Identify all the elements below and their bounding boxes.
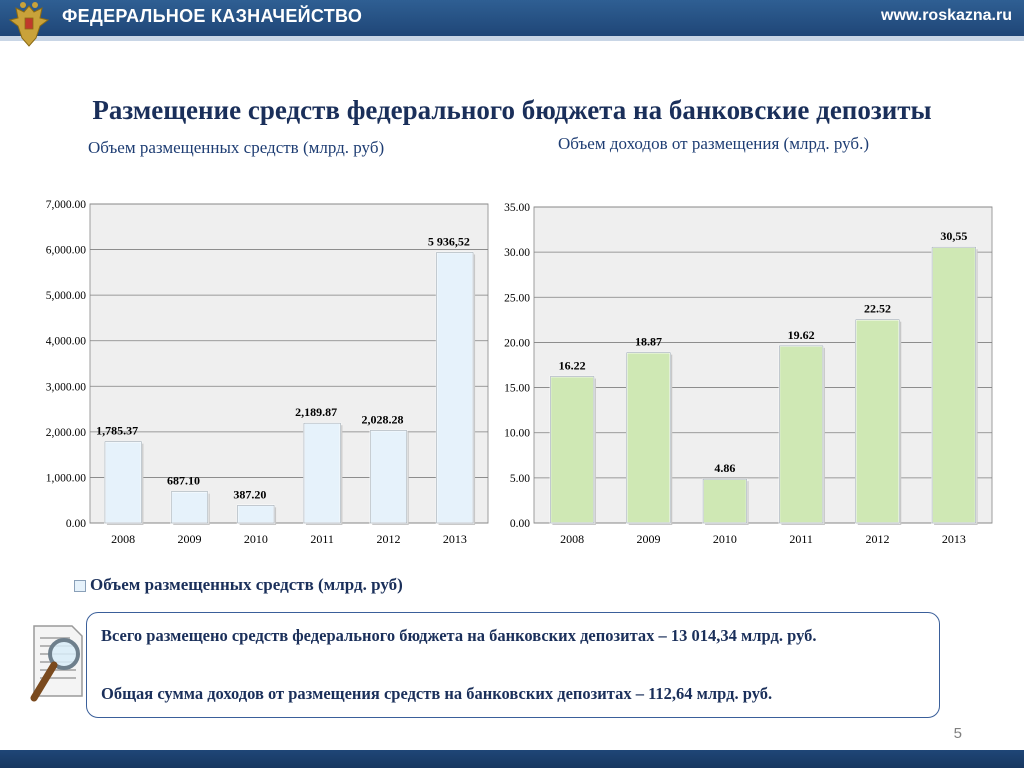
right-chart-data-label: 30,55 bbox=[940, 229, 967, 243]
right-chart-subtitle: Объем доходов от размещения (млрд. руб.) bbox=[558, 134, 869, 153]
right-chart-data-label: 19.62 bbox=[788, 328, 815, 342]
left-chart-ytick-label: 6,000.00 bbox=[46, 245, 87, 257]
left-chart-xtick-label: 2011 bbox=[310, 532, 334, 546]
left-chart-bar-outline bbox=[170, 491, 209, 524]
right-chart-data-label: 4.86 bbox=[714, 461, 735, 475]
left-chart-bar-outline bbox=[104, 441, 142, 524]
right-chart-bar-outline bbox=[931, 246, 976, 524]
right-chart-bar-outline bbox=[779, 345, 824, 524]
right-chart-bar bbox=[778, 345, 824, 524]
header-bar bbox=[0, 0, 1024, 36]
right-chart-ytick-label: 25.00 bbox=[504, 292, 530, 304]
left-chart-data-label: 5 936,52 bbox=[428, 234, 470, 248]
summary-box: Всего размещено средств федерального бюд… bbox=[86, 612, 940, 718]
left-chart-ytick-label: 7,000.00 bbox=[46, 199, 87, 211]
placed-funds-chart: 0.00 1,000.00 2,000.00 3,000.00 4,000.00 5,00… bbox=[46, 199, 489, 546]
left-chart-xtick-label: 2010 bbox=[244, 532, 268, 546]
right-chart-xtick-label: 2009 bbox=[637, 532, 661, 546]
chart-legend: Объем размещенных средств (млрд. руб) bbox=[74, 575, 403, 595]
deposit-income-chart: 0.00 5.00 10.00 15.00 20.00 25.00 30.00 35.00 16… bbox=[504, 202, 993, 546]
left-chart-bar-outline bbox=[436, 252, 474, 524]
right-chart-bar-outline bbox=[550, 376, 595, 524]
brand-name: ФЕДЕРАЛЬНОЕ КАЗНАЧЕЙСТВО bbox=[62, 6, 363, 26]
left-chart-ytick-label: 2,000.00 bbox=[46, 427, 87, 439]
left-chart-bar-outline bbox=[303, 422, 341, 524]
right-chart-xtick-label: 2010 bbox=[713, 532, 737, 546]
left-chart-ytick-label: 0.00 bbox=[66, 518, 86, 530]
left-chart-data-label: 1,785.37 bbox=[96, 424, 138, 438]
right-chart-bar-outline bbox=[626, 352, 671, 524]
summary-total-income: Общая сумма доходов от размещения средст… bbox=[101, 684, 773, 703]
right-chart-bar bbox=[549, 375, 595, 524]
right-chart-ytick-label: 10.00 bbox=[504, 428, 530, 440]
right-chart-ytick-label: 35.00 bbox=[504, 202, 530, 214]
header-stripe bbox=[0, 36, 1024, 41]
right-chart-xtick-label: 2012 bbox=[866, 532, 890, 546]
legend-swatch bbox=[74, 580, 86, 593]
left-chart-bar bbox=[303, 422, 342, 524]
right-chart-bar bbox=[625, 351, 672, 524]
left-chart-data-label: 2,189.87 bbox=[295, 405, 337, 419]
right-chart-ytick-label: 15.00 bbox=[504, 383, 530, 395]
right-chart-bar bbox=[702, 478, 748, 524]
right-chart-xtick-label: 2008 bbox=[560, 532, 584, 546]
right-chart-bar bbox=[931, 246, 977, 524]
right-chart-ytick-label: 30.00 bbox=[504, 247, 530, 259]
site-url[interactable]: www.roskazna.ru bbox=[881, 7, 1012, 24]
right-chart-ytick-label: 0.00 bbox=[510, 518, 530, 530]
page-title: Размещение средств федерального бюджета … bbox=[92, 95, 932, 125]
left-chart-xtick-label: 2009 bbox=[178, 532, 202, 546]
left-chart-data-label: 2,028.28 bbox=[362, 413, 404, 427]
left-chart-bar-outline bbox=[237, 505, 275, 524]
right-chart-plot-area bbox=[533, 206, 993, 524]
right-chart-xtick-label: 2013 bbox=[942, 532, 966, 546]
left-chart-data-label: 687.10 bbox=[167, 474, 200, 488]
left-chart-ytick-label: 1,000.00 bbox=[46, 472, 87, 484]
left-chart-xtick-label: 2008 bbox=[111, 532, 135, 546]
right-chart-data-label: 22.52 bbox=[864, 302, 891, 316]
right-chart-ytick-label: 5.00 bbox=[510, 473, 530, 485]
left-chart-bar-outline bbox=[369, 430, 408, 524]
footer-bar bbox=[0, 750, 1024, 768]
right-chart-ytick-label: 20.00 bbox=[504, 337, 530, 349]
double-headed-eagle-emblem-icon bbox=[8, 2, 50, 47]
left-chart-xtick-label: 2012 bbox=[377, 532, 401, 546]
left-chart-ytick-label: 3,000.00 bbox=[46, 381, 87, 393]
right-chart-bar-outline bbox=[702, 478, 747, 524]
right-chart-xtick-label: 2011 bbox=[789, 532, 813, 546]
right-chart-data-label: 18.87 bbox=[635, 335, 662, 349]
right-chart-data-label: 16.22 bbox=[559, 359, 586, 373]
right-chart-bar bbox=[854, 318, 901, 524]
document-magnifier-icon bbox=[30, 625, 83, 702]
page-number: 5 bbox=[953, 725, 962, 742]
left-chart-plot-area bbox=[89, 203, 489, 524]
left-chart-subtitle: Объем размещенных средств (млрд. руб) bbox=[88, 138, 385, 157]
left-chart-data-label: 387.20 bbox=[233, 487, 266, 501]
right-chart-bar-outline bbox=[855, 319, 900, 524]
left-chart-ytick-label: 5,000.00 bbox=[46, 290, 87, 302]
legend-label: Объем размещенных средств (млрд. руб) bbox=[90, 575, 403, 594]
summary-total-placed: Всего размещено средств федерального бюд… bbox=[101, 626, 817, 645]
left-chart-xtick-label: 2013 bbox=[443, 532, 467, 546]
left-chart-ytick-label: 4,000.00 bbox=[46, 336, 87, 348]
